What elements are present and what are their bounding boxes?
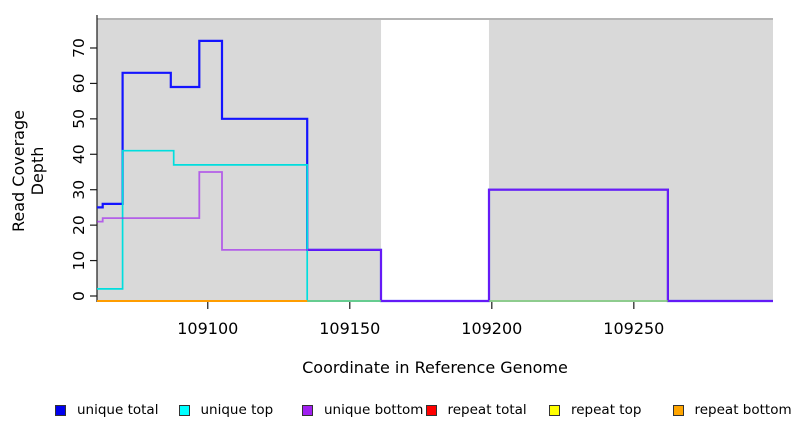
legend-item-repeat-total: repeat total — [425, 399, 527, 421]
legend-swatch-icon — [302, 404, 313, 416]
series-unique-top-line — [97, 149, 381, 302]
plot-area: 0 10 20 30 40 50 60 70 109100 109150 109200 109250 — [70, 15, 773, 338]
y-tick-label: 0 — [70, 291, 88, 301]
y-tick-label: 40 — [70, 144, 88, 164]
legend-label: repeat top — [571, 402, 642, 418]
legend-swatch-icon — [55, 404, 66, 416]
legend-item-unique-bottom: unique bottom — [302, 399, 423, 421]
y-tick-label: 20 — [70, 215, 88, 235]
legend-item-unique-total: unique total — [55, 399, 158, 421]
x-axis-title: Coordinate in Reference Genome — [302, 358, 568, 377]
legend-swatch-icon — [178, 404, 190, 416]
series-unique-bottom-line — [97, 171, 773, 302]
y-tick-label: 60 — [70, 74, 88, 94]
y-tick-label: 70 — [70, 38, 88, 58]
coverage-region — [97, 20, 382, 302]
y-tick-label: 30 — [70, 180, 88, 200]
coverage-region — [488, 20, 773, 302]
y-tick-label: 10 — [70, 251, 88, 271]
y-axis-title: Read Coverage Depth — [9, 110, 47, 232]
legend-swatch-icon — [425, 404, 437, 416]
x-tick-label: 109200 — [461, 319, 522, 338]
legend-label: unique bottom — [324, 402, 424, 418]
legend-item-unique-top: unique top — [178, 399, 274, 421]
legend-label: unique top — [200, 402, 274, 418]
y-tick-label: 50 — [70, 109, 88, 129]
legend-label: repeat total — [447, 402, 527, 418]
legend-swatch-icon — [672, 404, 684, 416]
legend-label: unique total — [77, 402, 159, 418]
x-tick-label: 109250 — [603, 319, 664, 338]
legend: unique total unique top unique bottom repea… — [0, 399, 792, 423]
legend-label: repeat bottom — [694, 402, 792, 418]
legend-item-repeat-bottom: repeat bottom — [672, 399, 792, 421]
legend-swatch-icon — [549, 404, 560, 416]
legend-item-repeat-top: repeat top — [549, 399, 641, 421]
x-tick-label: 109100 — [177, 319, 238, 338]
x-tick-label: 109150 — [319, 319, 380, 338]
